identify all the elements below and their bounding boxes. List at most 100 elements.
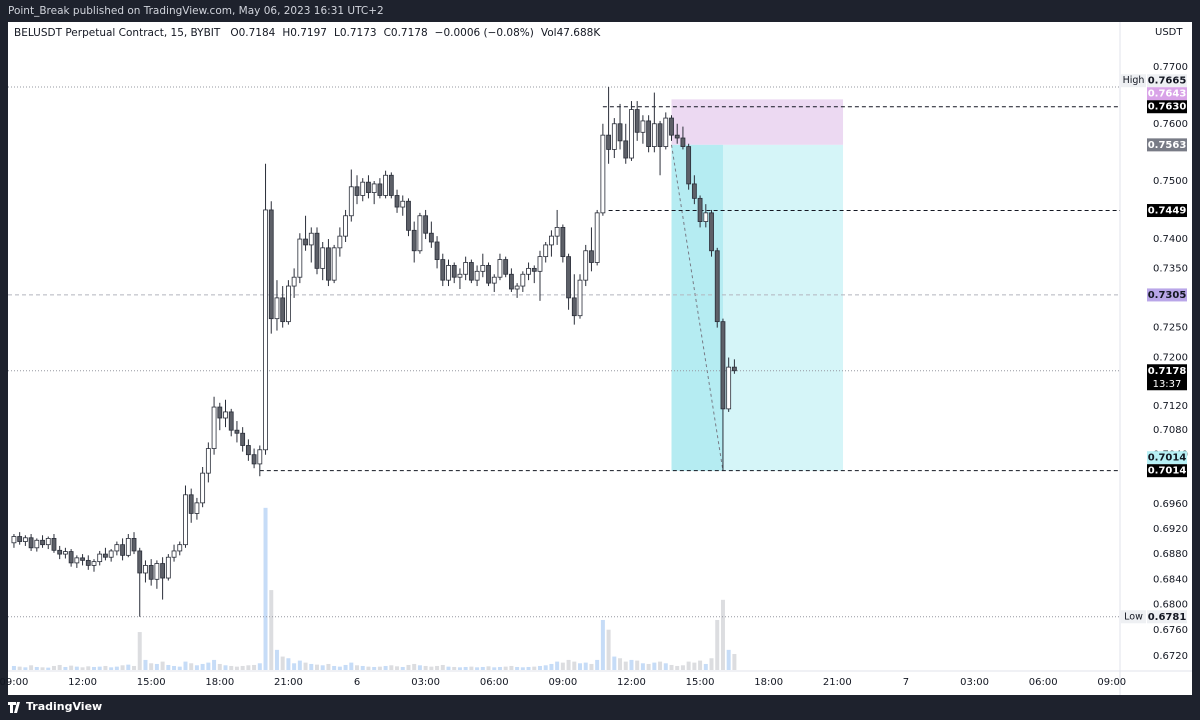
volume-bar — [86, 666, 91, 670]
volume-bar — [692, 662, 697, 670]
volume-bar — [217, 663, 222, 670]
volume-bar — [40, 667, 45, 670]
volume-bar — [658, 661, 663, 670]
volume-bar — [486, 666, 491, 670]
price-tag — [1147, 288, 1187, 302]
candle-body — [560, 226, 566, 258]
volume-bar — [709, 658, 714, 670]
volume-bar — [389, 665, 394, 670]
x-tick-label: 09:00 — [1097, 677, 1126, 688]
candle-body — [577, 279, 583, 317]
volume-bar — [34, 666, 39, 670]
volume-bar — [120, 665, 125, 670]
candle-body — [411, 229, 417, 252]
price-tag-label-bg — [1121, 610, 1146, 624]
volume-bar — [46, 667, 51, 670]
volume-bar — [703, 663, 708, 670]
price-tag-label-bg — [1121, 74, 1146, 88]
volume-bar — [372, 666, 377, 670]
volume-bar — [189, 663, 194, 670]
x-tick-label: 7 — [903, 677, 909, 688]
candle-body — [286, 285, 291, 323]
candle-body — [463, 262, 469, 275]
volume-bar — [578, 663, 583, 670]
candle-body — [543, 244, 549, 258]
candle-body — [377, 183, 383, 196]
volume-bar — [234, 666, 239, 670]
candle-body — [629, 109, 634, 159]
candle-body — [720, 321, 726, 410]
volume-bar — [355, 665, 360, 670]
candle-body — [423, 215, 429, 234]
volume-bar — [91, 666, 96, 670]
volume-bar — [515, 666, 520, 670]
volume-bar — [566, 659, 571, 670]
volume-bar — [715, 619, 720, 670]
candle-body — [583, 250, 589, 281]
volume-bar — [160, 661, 165, 670]
volume-bar — [377, 666, 382, 670]
volume-bar — [646, 663, 651, 670]
volume-bar — [69, 665, 74, 670]
volume-bar — [452, 666, 457, 670]
candle-body — [691, 183, 697, 199]
candle-body — [634, 109, 640, 133]
y-tick-label: 0.6920 — [1153, 524, 1188, 535]
candle-body — [703, 212, 709, 222]
candle-body — [486, 265, 491, 284]
x-tick-label: 06:00 — [480, 677, 509, 688]
volume-bar — [549, 663, 554, 670]
volume-bar — [194, 665, 199, 670]
candle-body — [526, 267, 531, 275]
candle-body — [400, 200, 406, 208]
candle-body — [617, 123, 623, 142]
candle-body — [11, 536, 17, 544]
candle-body — [51, 538, 57, 551]
candle-body — [480, 265, 486, 272]
candle-body — [611, 123, 617, 150]
volume-bar — [252, 664, 257, 670]
candle-body — [366, 181, 371, 193]
candle-body — [383, 174, 389, 196]
volume-bar — [132, 665, 137, 670]
volume-bar — [492, 667, 497, 670]
price-tag — [1147, 74, 1187, 88]
candle-body — [640, 120, 646, 133]
candle-body — [686, 146, 692, 185]
price-tag-text: 0.7449 — [1148, 206, 1187, 217]
candle-body — [17, 536, 23, 542]
candle-body — [354, 186, 360, 196]
volume-bar — [172, 665, 177, 670]
x-tick-label: 21:00 — [274, 677, 303, 688]
candle-body — [103, 553, 108, 558]
y-tick-label: 0.7700 — [1153, 62, 1188, 73]
x-tick-label: 15:00 — [137, 677, 166, 688]
candle-body — [85, 559, 91, 566]
stop-zone — [671, 99, 844, 145]
candle-body — [45, 538, 51, 546]
x-tick-label: 18:00 — [754, 677, 783, 688]
candle-body — [143, 565, 148, 574]
candle-body — [697, 197, 703, 222]
volume-bar — [309, 663, 314, 670]
volume-bar — [675, 665, 680, 670]
volume-bar — [698, 660, 703, 670]
candle-body — [228, 411, 234, 431]
volume-bar — [629, 659, 634, 670]
candle-body — [657, 123, 663, 147]
price-tag-text: 0.6781 — [1148, 612, 1187, 623]
price-tag-text: 0.7178 — [1148, 366, 1187, 377]
volume-bar — [423, 665, 428, 670]
candle-body — [257, 449, 263, 465]
candle-body — [200, 472, 206, 504]
x-tick-label: 03:00 — [411, 677, 440, 688]
candle-body — [291, 276, 297, 287]
x-tick-label: 21:00 — [823, 677, 852, 688]
legend-value: L0.7173 — [334, 27, 377, 39]
volume-bar — [246, 665, 251, 670]
candle-body — [371, 183, 377, 193]
volume-bar — [612, 656, 617, 670]
volume-bar — [29, 665, 34, 670]
volume-bar — [320, 665, 325, 670]
volume-bar — [600, 619, 605, 670]
